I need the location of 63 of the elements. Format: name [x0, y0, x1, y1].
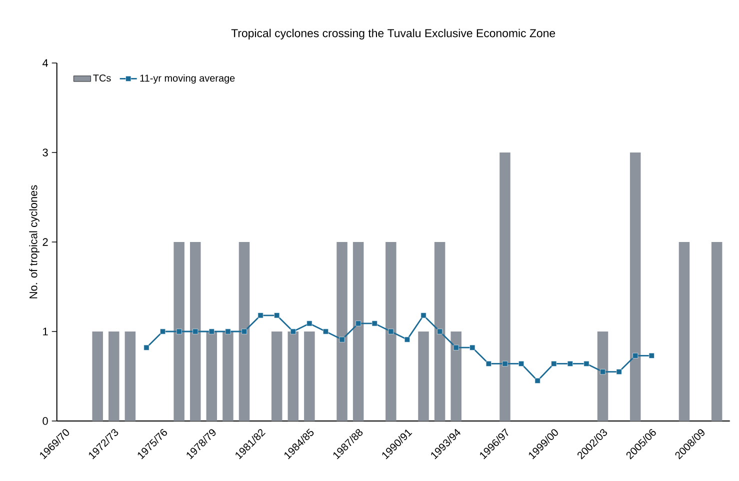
point [502, 360, 508, 366]
bar [336, 242, 348, 421]
bar [711, 242, 722, 421]
legend-label: 11-yr moving average [140, 74, 235, 84]
point [437, 328, 443, 334]
bar [434, 242, 446, 421]
point [600, 369, 606, 375]
point [534, 378, 540, 384]
point [306, 320, 312, 326]
point [486, 360, 492, 366]
point [192, 328, 198, 334]
bar [288, 332, 299, 421]
bar [597, 332, 608, 421]
point [616, 369, 622, 375]
bar [238, 242, 250, 421]
y-tick-label: 0 [42, 417, 48, 425]
y-tick-label: 1 [43, 328, 48, 336]
bar [386, 242, 396, 421]
bar [304, 332, 315, 421]
point [339, 336, 345, 342]
point [648, 352, 654, 358]
y-tick-label: 2 [42, 238, 48, 246]
point [176, 328, 182, 334]
bar [500, 152, 510, 421]
bar [206, 332, 218, 421]
bar [450, 332, 462, 421]
point [258, 312, 264, 318]
point [453, 344, 459, 350]
legend-label: TCs [93, 74, 111, 82]
point [518, 360, 524, 366]
bar [352, 242, 364, 421]
bar [630, 152, 641, 421]
y-tick-label: 3 [42, 148, 48, 156]
point [420, 312, 426, 318]
point [388, 328, 394, 334]
point [274, 312, 280, 318]
point [225, 328, 231, 334]
point [567, 360, 573, 366]
bar [418, 332, 429, 421]
point [470, 344, 476, 350]
bar [222, 332, 234, 421]
point [632, 352, 638, 358]
point [322, 328, 328, 334]
point [144, 344, 150, 350]
point [290, 328, 296, 334]
bar [92, 332, 103, 421]
y-tick-label: 4 [42, 59, 48, 67]
bar [190, 242, 201, 421]
y-axis-title: No. of tropical cyclones [29, 185, 40, 298]
point [372, 320, 378, 326]
point [551, 360, 557, 366]
point [242, 328, 247, 334]
bar [174, 242, 184, 421]
chart-title: Tropical cyclones crossing the Tuvalu Exclusive Economic Zone [231, 28, 556, 40]
bar [271, 332, 282, 421]
point [584, 360, 590, 366]
point [160, 328, 166, 334]
point [356, 320, 362, 326]
bar [678, 242, 690, 421]
bar [108, 332, 120, 421]
bar [124, 332, 136, 421]
point [404, 336, 410, 342]
point [208, 328, 214, 334]
